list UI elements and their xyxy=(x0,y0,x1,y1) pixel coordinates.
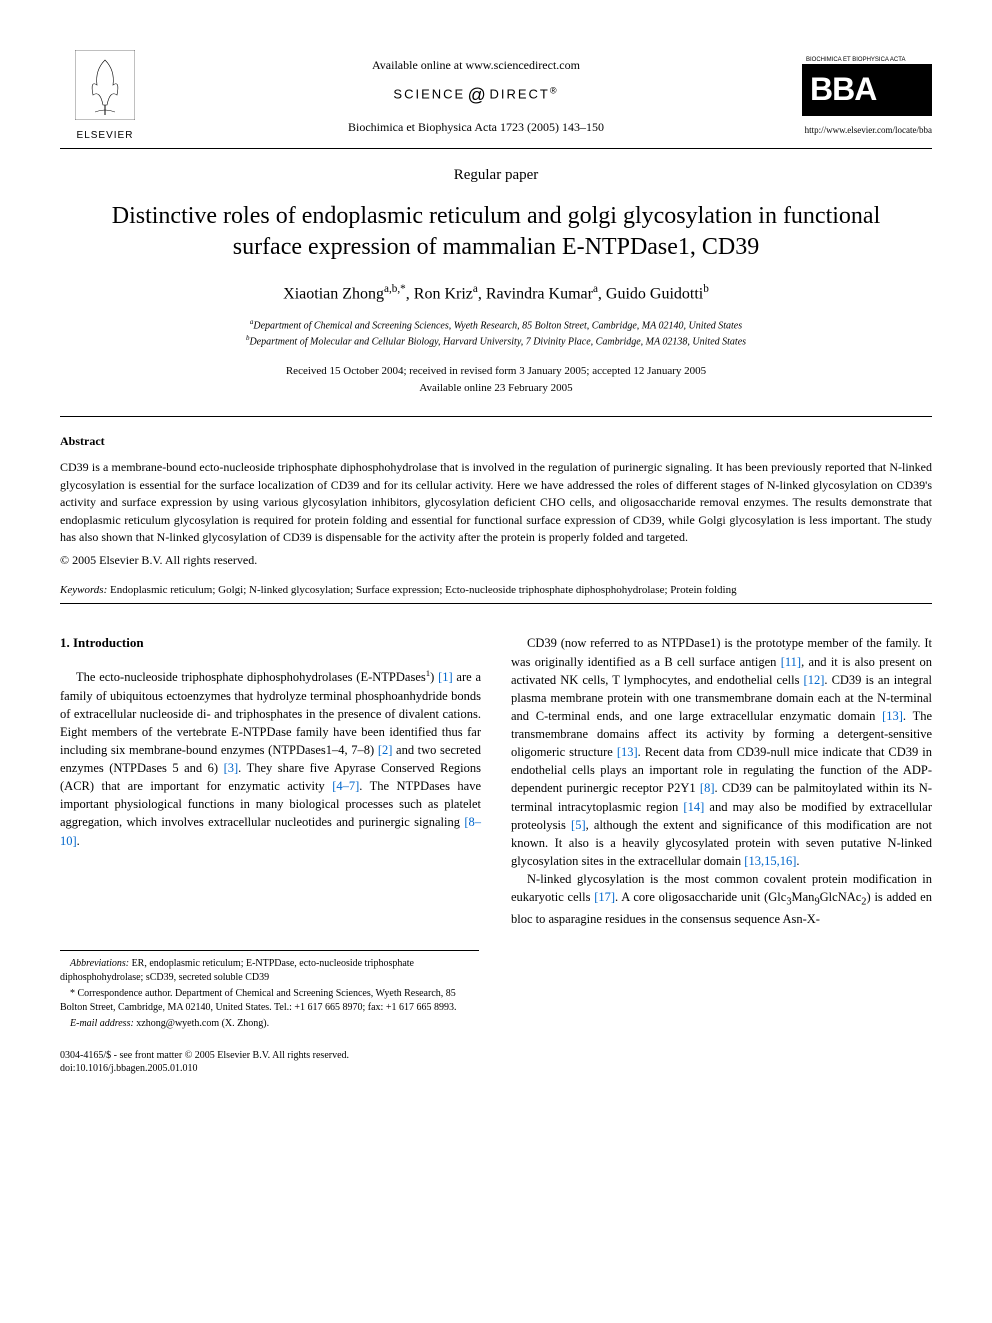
article-title: Distinctive roles of endoplasmic reticul… xyxy=(60,201,932,263)
author-1-sup: a,b,* xyxy=(384,283,406,295)
email-footnote: E-mail address: xzhong@wyeth.com (X. Zho… xyxy=(60,1017,479,1031)
ref-link[interactable]: [3] xyxy=(224,761,239,775)
available-online-text: Available online at www.sciencedirect.co… xyxy=(150,57,802,73)
footer-copyright: 0304-4165/$ - see front matter © 2005 El… xyxy=(60,1049,349,1063)
article-dates: Received 15 October 2004; received in re… xyxy=(60,363,932,396)
left-column: 1. Introduction The ecto-nucleoside trip… xyxy=(60,634,481,927)
abstract-rule-top xyxy=(60,416,932,417)
sciencedirect-logo: SCIENCE@DIRECT® xyxy=(150,83,802,107)
authors-line: Xiaotian Zhonga,b,*, Ron Kriza, Ravindra… xyxy=(60,282,932,305)
affiliations: aDepartment of Chemical and Screening Sc… xyxy=(60,317,932,350)
author-2: Ron Kriz xyxy=(414,285,473,302)
elsevier-tree-icon xyxy=(75,50,135,120)
ref-link[interactable]: [4–7] xyxy=(332,779,359,793)
ref-link[interactable]: [11] xyxy=(781,655,801,669)
author-3: Ravindra Kumar xyxy=(486,285,593,302)
ref-link[interactable]: [5] xyxy=(571,818,586,832)
footnotes-block: Abbreviations: ER, endoplasmic reticulum… xyxy=(60,950,479,1031)
bba-url: http://www.elsevier.com/locate/bba xyxy=(802,124,932,136)
author-3-sup: a xyxy=(593,283,598,295)
affiliation-b: bDepartment of Molecular and Cellular Bi… xyxy=(60,333,932,349)
abstract-text: CD39 is a membrane-bound ecto-nucleoside… xyxy=(60,459,932,546)
bba-caption: BIOCHIMICA ET BIOPHYSICA ACTA xyxy=(802,56,932,64)
bba-big-text: BBA xyxy=(810,68,924,111)
elsevier-logo-block: ELSEVIER xyxy=(60,50,150,142)
author-4-sup: b xyxy=(703,283,709,295)
keywords-text: Endoplasmic reticulum; Golgi; N-linked g… xyxy=(107,584,736,596)
dates-line1: Received 15 October 2004; received in re… xyxy=(60,363,932,380)
ref-link[interactable]: [1] xyxy=(438,670,453,684)
abbreviations-footnote: Abbreviations: ER, endoplasmic reticulum… xyxy=(60,957,479,985)
right-column: CD39 (now referred to as NTPDase1) is th… xyxy=(511,634,932,927)
copyright-line: © 2005 Elsevier B.V. All rights reserved… xyxy=(60,552,932,568)
center-header: Available online at www.sciencedirect.co… xyxy=(150,57,802,136)
bba-logo-block: BIOCHIMICA ET BIOPHYSICA ACTA BBA http:/… xyxy=(802,56,932,135)
page-footer: 0304-4165/$ - see front matter © 2005 El… xyxy=(60,1049,932,1076)
correspondence-footnote: * Correspondence author. Department of C… xyxy=(60,987,479,1015)
page-header: ELSEVIER Available online at www.science… xyxy=(60,50,932,142)
footer-doi: doi:10.1016/j.bbagen.2005.01.010 xyxy=(60,1062,349,1076)
ref-link[interactable]: [13] xyxy=(617,745,638,759)
footer-left: 0304-4165/$ - see front matter © 2005 El… xyxy=(60,1049,349,1076)
bba-logo: BBA xyxy=(802,64,932,115)
ref-link[interactable]: [17] xyxy=(594,890,615,904)
ref-link[interactable]: [12] xyxy=(804,673,825,687)
author-1: Xiaotian Zhong xyxy=(283,285,384,302)
keywords-line: Keywords: Endoplasmic reticulum; Golgi; … xyxy=(60,583,932,598)
ref-link[interactable]: [13] xyxy=(882,709,903,723)
dates-line2: Available online 23 February 2005 xyxy=(60,380,932,397)
author-2-sup: a xyxy=(473,283,478,295)
ref-link[interactable]: [13,15,16] xyxy=(744,854,796,868)
keywords-label: Keywords: xyxy=(60,584,107,596)
abstract-heading: Abstract xyxy=(60,433,932,449)
author-4: Guido Guidotti xyxy=(606,285,703,302)
intro-para-2: CD39 (now referred to as NTPDase1) is th… xyxy=(511,634,932,870)
ref-link[interactable]: [14] xyxy=(683,800,704,814)
affiliation-a: aDepartment of Chemical and Screening Sc… xyxy=(60,317,932,333)
header-rule xyxy=(60,148,932,149)
abstract-rule-bottom xyxy=(60,603,932,604)
ref-link[interactable]: [8] xyxy=(700,781,715,795)
intro-para-1: The ecto-nucleoside triphosphate diphosp… xyxy=(60,667,481,849)
intro-para-3: N-linked glycosylation is the most commo… xyxy=(511,870,932,928)
elsevier-label: ELSEVIER xyxy=(60,129,150,143)
paper-type: Regular paper xyxy=(60,165,932,185)
journal-reference: Biochimica et Biophysica Acta 1723 (2005… xyxy=(150,119,802,135)
body-text-columns: 1. Introduction The ecto-nucleoside trip… xyxy=(60,634,932,927)
section-1-heading: 1. Introduction xyxy=(60,634,481,653)
ref-link[interactable]: [2] xyxy=(378,743,393,757)
